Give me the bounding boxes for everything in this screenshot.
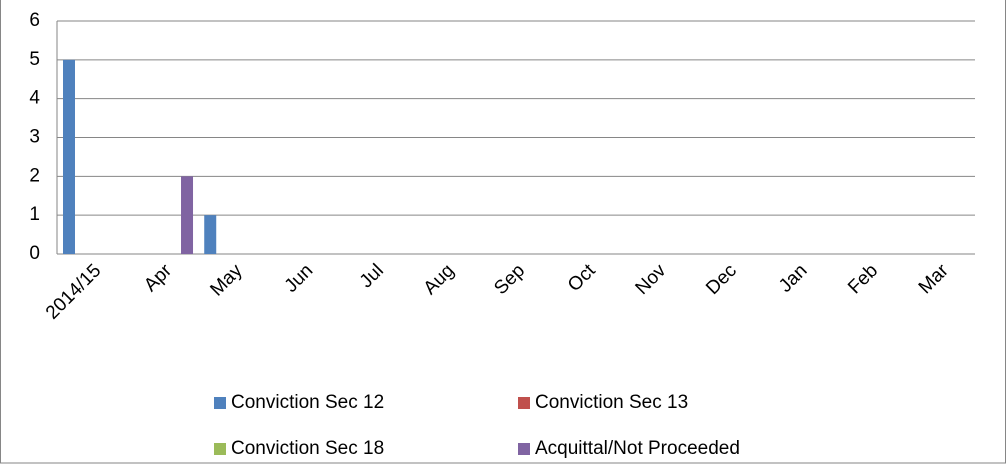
legend-swatch [214,397,226,409]
y-tick-label: 6 [29,10,40,31]
legend-swatch [214,443,226,455]
y-tick-label: 3 [29,127,40,148]
bar [204,215,217,254]
legend-label: Conviction Sec 18 [231,438,384,459]
legend-swatch [518,397,530,409]
y-tick-label: 0 [29,243,40,264]
y-tick-label: 2 [29,165,40,186]
y-tick-label: 1 [29,204,40,225]
y-tick-label: 4 [29,88,40,109]
legend-label: Conviction Sec 13 [535,392,688,413]
bar [63,59,75,255]
legend-label: Acquittal/Not Proceeded [535,438,740,459]
y-tick-label: 5 [29,49,40,70]
legend-swatch [518,443,530,455]
legend-label: Conviction Sec 12 [231,392,384,413]
bar [181,176,194,254]
